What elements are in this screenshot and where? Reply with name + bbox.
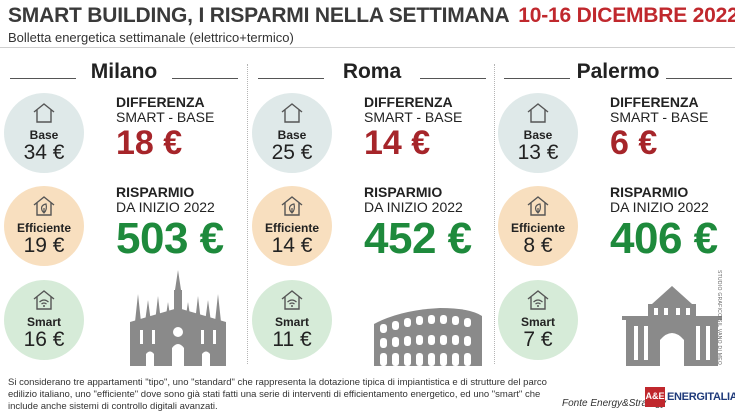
page-title: SMART BUILDING, I RISPARMI NELLA SETTIMA… <box>8 4 735 28</box>
risparmio-heading: RISPARMIO <box>116 184 195 200</box>
header-rule <box>10 78 76 79</box>
risparmio-value: 503 € <box>116 214 224 263</box>
smart-label: Smart <box>274 315 309 329</box>
risparmio-subheading: DA INIZIO 2022 <box>364 199 463 215</box>
base-value: 25 € <box>271 141 313 164</box>
smart-label: Smart <box>26 315 61 329</box>
footnote: Si considerano tre appartamenti "tipo", … <box>8 377 547 412</box>
risparmio-value: 452 € <box>364 214 472 263</box>
differenza-heading: DIFFERENZA <box>610 94 699 110</box>
logo-text: ENERGITALIA <box>667 391 735 403</box>
efficiente-value: 19 € <box>23 234 65 257</box>
smart-circle: Smart 7 € <box>498 280 578 360</box>
logo-mark: A&E <box>645 387 665 407</box>
column-divider <box>494 64 495 364</box>
city-name: Milano <box>90 60 158 83</box>
header-rule <box>420 78 486 79</box>
differenza-value: 14 € <box>364 124 431 162</box>
smart-label: Smart <box>520 315 555 329</box>
house-leaf-icon <box>527 196 549 216</box>
efficiente-value: 8 € <box>523 234 553 257</box>
risparmio-subheading: DA INIZIO 2022 <box>116 199 215 215</box>
risparmio-value: 406 € <box>610 214 718 263</box>
differenza-heading: DIFFERENZA <box>116 94 205 110</box>
house-wifi-icon <box>527 290 549 310</box>
city-header: Roma <box>252 60 492 84</box>
efficiente-label: Efficiente <box>510 221 565 235</box>
differenza-value: 18 € <box>116 124 183 162</box>
base-label: Base <box>277 128 307 142</box>
risparmio-subheading: DA INIZIO 2022 <box>610 199 709 215</box>
colosseo-icon <box>374 308 482 366</box>
base-circle: Base 25 € <box>252 93 332 173</box>
header-rule <box>504 78 570 79</box>
differenza-subheading: SMART - BASE <box>610 109 709 125</box>
differenza-subheading: SMART - BASE <box>116 109 215 125</box>
efficiente-label: Efficiente <box>264 221 319 235</box>
column-divider <box>247 64 248 364</box>
city-column-roma: Roma Base 25 € Efficiente 14 € Smart 11 … <box>252 56 492 366</box>
risparmio-heading: RISPARMIO <box>364 184 443 200</box>
house-icon <box>33 103 55 123</box>
header-rule <box>258 78 324 79</box>
header-rule <box>666 78 732 79</box>
differenza-heading: DIFFERENZA <box>364 94 453 110</box>
base-label: Base <box>29 128 59 142</box>
city-column-milano: Milano Base 34 € Efficiente 19 € Smart 1… <box>4 56 244 366</box>
title-date: 10-16 DICEMBRE 2022 <box>518 4 735 27</box>
city-header: Milano <box>4 60 244 84</box>
base-value: 34 € <box>23 141 65 164</box>
house-icon <box>527 103 549 123</box>
differenza-value: 6 € <box>610 124 658 162</box>
efficiente-label: Efficiente <box>16 221 71 235</box>
house-leaf-icon <box>281 196 303 216</box>
smart-circle: Smart 11 € <box>252 280 332 360</box>
risparmio-heading: RISPARMIO <box>610 184 689 200</box>
base-value: 13 € <box>517 141 559 164</box>
smart-value: 16 € <box>23 328 65 351</box>
smart-circle: Smart 16 € <box>4 280 84 360</box>
porta-nuova-palermo-icon <box>622 286 722 366</box>
energitalia-logo: A&E ENERGITALIA <box>645 385 735 409</box>
differenza-subheading: SMART - BASE <box>364 109 463 125</box>
efficiente-circle: Efficiente 8 € <box>498 186 578 266</box>
duomo-milano-icon <box>130 270 226 366</box>
header-rule <box>172 78 238 79</box>
house-wifi-icon <box>33 290 55 310</box>
base-label: Base <box>523 128 553 142</box>
city-name: Palermo <box>576 60 660 83</box>
header-divider <box>0 47 735 48</box>
house-wifi-icon <box>281 290 303 310</box>
city-column-palermo: Palermo Base 13 € Efficiente 8 € Smart 7… <box>498 56 735 366</box>
smart-value: 11 € <box>272 328 312 351</box>
smart-value: 7 € <box>523 328 553 351</box>
base-circle: Base 34 € <box>4 93 84 173</box>
title-main: SMART BUILDING, I RISPARMI NELLA SETTIMA… <box>8 4 509 27</box>
efficiente-circle: Efficiente 14 € <box>252 186 332 266</box>
city-name: Roma <box>342 60 402 83</box>
city-header: Palermo <box>498 60 735 84</box>
efficiente-circle: Efficiente 19 € <box>4 186 84 266</box>
efficiente-value: 14 € <box>271 234 313 257</box>
house-icon <box>281 103 303 123</box>
base-circle: Base 13 € <box>498 93 578 173</box>
source-note: Fonte Energy&Strategy <box>562 398 666 409</box>
graphic-credit: STUDIO GRAFICO SIL VANO DI MEO <box>716 270 722 366</box>
house-leaf-icon <box>33 196 55 216</box>
page-subtitle: Bolletta energetica settimanale (elettri… <box>8 30 294 45</box>
